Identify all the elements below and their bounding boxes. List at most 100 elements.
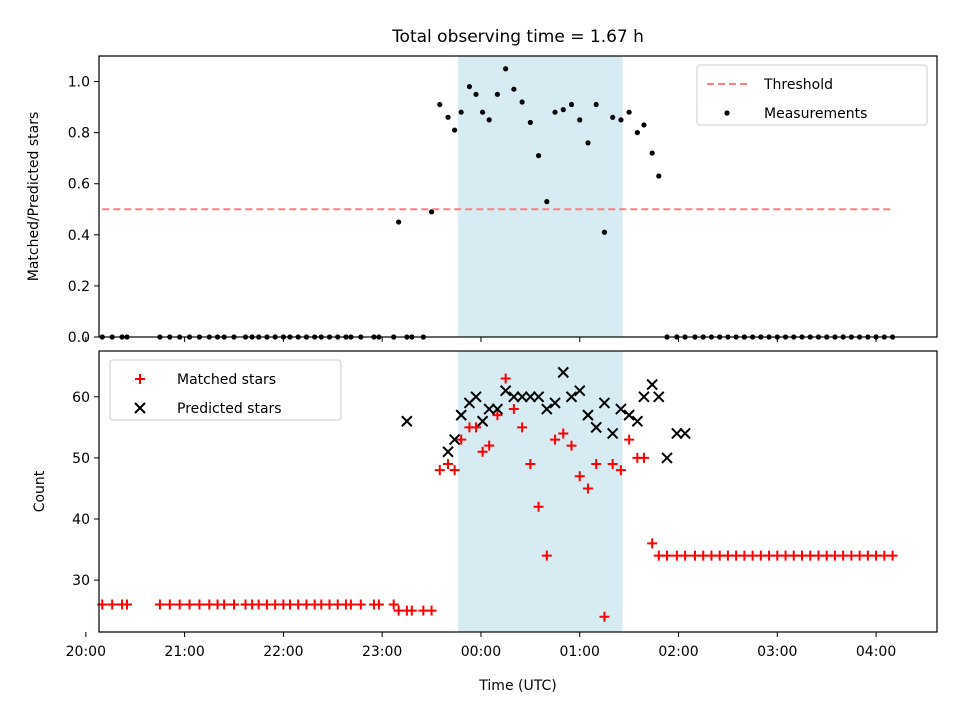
matched-stars-point bbox=[426, 605, 437, 616]
measurement-point bbox=[466, 84, 473, 90]
predicted-stars-point bbox=[631, 415, 644, 427]
matched-stars-point bbox=[373, 599, 384, 610]
measurement-point bbox=[535, 153, 542, 159]
series-predicted-stars bbox=[401, 366, 691, 464]
matched-stars-point bbox=[533, 501, 544, 512]
matched-stars-point bbox=[443, 459, 454, 470]
measurement-point bbox=[560, 107, 566, 113]
predicted-stars-point bbox=[549, 397, 561, 409]
matched-stars-point bbox=[525, 459, 536, 470]
predicted-stars-point bbox=[615, 403, 627, 415]
measurement-point bbox=[568, 101, 575, 108]
y-tick-label: 50 bbox=[72, 451, 90, 467]
axes-frame bbox=[98, 350, 938, 633]
matched-stars-point bbox=[887, 550, 898, 561]
matched-stars-point bbox=[558, 428, 569, 439]
predicted-stars-point bbox=[491, 403, 504, 415]
matched-stars-point bbox=[624, 434, 635, 445]
x-tick-label: 22:00 bbox=[263, 644, 303, 660]
ratio-panel: 0.0 0.2 0.4 0.6 0.8 1.0 Matched/Predicted star… bbox=[26, 55, 938, 346]
measurement-point bbox=[437, 101, 443, 108]
predicted-stars-point bbox=[516, 391, 528, 403]
y-tick-label: 60 bbox=[72, 390, 90, 406]
matched-stars-point bbox=[355, 599, 366, 610]
x-tick-label: 03:00 bbox=[757, 644, 797, 660]
legend-box bbox=[696, 64, 928, 126]
predicted-stars-point bbox=[565, 391, 578, 403]
matched-stars-point bbox=[456, 434, 467, 445]
matched-stars-point bbox=[500, 373, 511, 384]
predicted-stars-point bbox=[598, 397, 611, 409]
predicted-stars-point bbox=[532, 391, 545, 403]
legend-label: Measurements bbox=[764, 106, 867, 122]
predicted-stars-point bbox=[661, 452, 673, 464]
matched-stars-point bbox=[661, 550, 672, 561]
measurement-point bbox=[610, 114, 616, 120]
matched-stars-point bbox=[229, 599, 240, 610]
measurement-point bbox=[552, 109, 558, 115]
x-tick-label: 21:00 bbox=[164, 644, 204, 660]
predicted-stars-point bbox=[448, 433, 461, 446]
matched-stars-point bbox=[492, 410, 503, 421]
predicted-stars-point bbox=[470, 391, 482, 403]
matched-stars-point bbox=[680, 550, 691, 561]
highlight-span bbox=[457, 351, 623, 632]
predicted-stars-point bbox=[679, 427, 691, 440]
matched-stars-point bbox=[508, 404, 519, 415]
matched-stars-point bbox=[484, 440, 495, 451]
y-tick-label: 0.8 bbox=[68, 126, 90, 142]
predicted-stars-point bbox=[671, 427, 683, 440]
measurement-point bbox=[445, 114, 451, 120]
measurement-point bbox=[458, 109, 464, 115]
axes-frame bbox=[98, 55, 938, 338]
matched-stars-point bbox=[107, 599, 118, 610]
x-tick-label: 00:00 bbox=[461, 644, 501, 660]
legend-label: Threshold bbox=[763, 77, 833, 93]
legend: Matched stars Predicted stars bbox=[109, 359, 342, 421]
measurement-point bbox=[649, 150, 655, 156]
matched-stars-point bbox=[406, 605, 417, 616]
measurement-point bbox=[593, 101, 599, 108]
legend-marker-matched bbox=[135, 374, 145, 384]
legend-label: Predicted stars bbox=[177, 401, 282, 417]
predicted-stars-point bbox=[623, 409, 635, 421]
predicted-stars-point bbox=[401, 415, 413, 427]
predicted-stars-point bbox=[638, 391, 650, 403]
chart-title: Total observing time = 1.67 h bbox=[391, 27, 644, 47]
measurement-point bbox=[626, 109, 632, 115]
matched-stars-point bbox=[219, 599, 230, 610]
matched-stars-point bbox=[471, 422, 482, 433]
y-tick-label: 0.0 bbox=[68, 330, 90, 346]
x-axis-label: Time (UTC) bbox=[478, 678, 556, 694]
matched-stars-point bbox=[638, 452, 649, 463]
count-panel: 30 40 50 60 20:00 21:00 22:00 23:00 00:00 01:00 02… bbox=[32, 350, 938, 660]
legend-marker-measurements bbox=[724, 110, 730, 116]
matched-stars-point bbox=[164, 599, 175, 610]
matched-stars-point bbox=[647, 538, 658, 549]
matched-stars-point bbox=[566, 440, 577, 451]
predicted-stars-point bbox=[590, 421, 602, 434]
matched-stars-point bbox=[477, 446, 488, 457]
matched-stars-point bbox=[591, 459, 602, 470]
predicted-stars-point bbox=[524, 391, 537, 403]
measurement-point bbox=[396, 219, 402, 225]
series-matched-stars bbox=[97, 373, 898, 622]
predicted-stars-point bbox=[646, 378, 658, 391]
y-tick-label: 1.0 bbox=[68, 75, 90, 91]
matched-stars-point bbox=[434, 465, 445, 476]
measurement-point bbox=[519, 99, 525, 105]
measurement-point bbox=[494, 91, 501, 97]
measurement-point bbox=[634, 130, 640, 136]
y-tick-label: 0.6 bbox=[68, 177, 90, 193]
x-tick-label: 04:00 bbox=[856, 644, 896, 660]
predicted-stars-point bbox=[557, 366, 569, 379]
measurement-point bbox=[480, 109, 486, 115]
predicted-stars-point bbox=[574, 384, 586, 397]
matched-stars-point bbox=[154, 599, 165, 610]
measurement-point bbox=[452, 127, 458, 133]
measurement-point bbox=[577, 117, 583, 123]
x-tick-label: 02:00 bbox=[658, 644, 698, 660]
x-tick-label: 23:00 bbox=[362, 644, 402, 660]
measurement-point bbox=[511, 86, 517, 92]
measurement-point bbox=[486, 117, 492, 123]
